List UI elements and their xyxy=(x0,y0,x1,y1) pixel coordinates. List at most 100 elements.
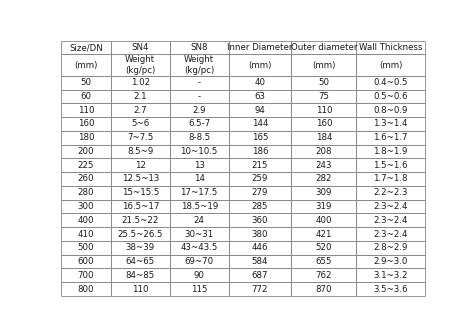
Text: 186: 186 xyxy=(252,147,268,156)
Text: 1.6~1.7: 1.6~1.7 xyxy=(374,133,408,142)
Text: 16.5~17: 16.5~17 xyxy=(121,202,159,211)
Text: 2.3~2.4: 2.3~2.4 xyxy=(374,202,408,211)
Text: 60: 60 xyxy=(81,92,91,101)
Text: 260: 260 xyxy=(78,174,94,183)
Text: 0.4~0.5: 0.4~0.5 xyxy=(374,78,408,87)
Text: 14: 14 xyxy=(194,174,205,183)
Text: 15~15.5: 15~15.5 xyxy=(121,188,159,197)
Text: 584: 584 xyxy=(252,257,268,266)
Text: Outer diameter: Outer diameter xyxy=(291,43,357,52)
Text: (mm): (mm) xyxy=(248,60,272,69)
Text: 208: 208 xyxy=(316,147,332,156)
Text: 655: 655 xyxy=(316,257,332,266)
Text: -: - xyxy=(198,92,201,101)
Text: 115: 115 xyxy=(191,285,208,294)
Text: 500: 500 xyxy=(78,243,94,252)
Text: 2.8~2.9: 2.8~2.9 xyxy=(374,243,408,252)
Text: 50: 50 xyxy=(81,78,91,87)
Text: 2.3~2.4: 2.3~2.4 xyxy=(374,216,408,225)
Text: SN4: SN4 xyxy=(131,43,149,52)
Text: 38~39: 38~39 xyxy=(126,243,155,252)
Text: 360: 360 xyxy=(252,216,268,225)
Text: (mm): (mm) xyxy=(379,60,402,69)
Text: 64~65: 64~65 xyxy=(126,257,155,266)
Text: 1.3~1.4: 1.3~1.4 xyxy=(374,120,408,129)
Text: 3.1~3.2: 3.1~3.2 xyxy=(374,271,408,280)
Text: 2.9: 2.9 xyxy=(192,106,206,115)
Text: 772: 772 xyxy=(252,285,268,294)
Text: 84~85: 84~85 xyxy=(126,271,155,280)
Text: 90: 90 xyxy=(194,271,205,280)
Text: 285: 285 xyxy=(252,202,268,211)
Text: 8-8.5: 8-8.5 xyxy=(188,133,210,142)
Text: 1.7~1.8: 1.7~1.8 xyxy=(374,174,408,183)
Text: SN8: SN8 xyxy=(191,43,208,52)
Text: 94: 94 xyxy=(255,106,265,115)
Text: 446: 446 xyxy=(252,243,268,252)
Text: 762: 762 xyxy=(316,271,332,280)
Text: 10~10.5: 10~10.5 xyxy=(181,147,218,156)
Text: 800: 800 xyxy=(78,285,94,294)
Text: 3.5~3.6: 3.5~3.6 xyxy=(374,285,408,294)
Text: 282: 282 xyxy=(316,174,332,183)
Text: 380: 380 xyxy=(252,229,268,238)
Text: 215: 215 xyxy=(252,161,268,170)
Text: 184: 184 xyxy=(316,133,332,142)
Text: 1.5~1.6: 1.5~1.6 xyxy=(374,161,408,170)
Text: 17~17.5: 17~17.5 xyxy=(181,188,218,197)
Text: 280: 280 xyxy=(78,188,94,197)
Text: 25.5~26.5: 25.5~26.5 xyxy=(118,229,163,238)
Text: 30~31: 30~31 xyxy=(184,229,214,238)
Text: 21.5~22: 21.5~22 xyxy=(121,216,159,225)
Text: 7~7.5: 7~7.5 xyxy=(127,133,154,142)
Text: 18.5~19: 18.5~19 xyxy=(181,202,218,211)
Text: 600: 600 xyxy=(78,257,94,266)
Text: 2.1: 2.1 xyxy=(134,92,147,101)
Text: 180: 180 xyxy=(78,133,94,142)
Text: 43~43.5: 43~43.5 xyxy=(181,243,218,252)
Text: 13: 13 xyxy=(194,161,205,170)
Text: 0.8~0.9: 0.8~0.9 xyxy=(374,106,408,115)
Text: 870: 870 xyxy=(316,285,332,294)
Text: 520: 520 xyxy=(316,243,332,252)
Text: 309: 309 xyxy=(316,188,332,197)
Text: 300: 300 xyxy=(78,202,94,211)
Text: 700: 700 xyxy=(78,271,94,280)
Text: (mm): (mm) xyxy=(74,60,98,69)
Text: 200: 200 xyxy=(78,147,94,156)
Text: 2.2~2.3: 2.2~2.3 xyxy=(374,188,408,197)
Text: 2.7: 2.7 xyxy=(134,106,147,115)
Text: 279: 279 xyxy=(252,188,268,197)
Text: 8.5~9: 8.5~9 xyxy=(127,147,154,156)
Text: 63: 63 xyxy=(255,92,265,101)
Text: 110: 110 xyxy=(132,285,148,294)
Text: 110: 110 xyxy=(316,106,332,115)
Text: 400: 400 xyxy=(78,216,94,225)
Text: Size/DN: Size/DN xyxy=(69,43,103,52)
Text: 110: 110 xyxy=(78,106,94,115)
Text: 0.5~0.6: 0.5~0.6 xyxy=(374,92,408,101)
Text: -: - xyxy=(198,78,201,87)
Text: 160: 160 xyxy=(316,120,332,129)
Text: 24: 24 xyxy=(194,216,205,225)
Text: 12.5~13: 12.5~13 xyxy=(121,174,159,183)
Text: Weight
(kg/pc): Weight (kg/pc) xyxy=(184,55,214,75)
Text: 6.5-7: 6.5-7 xyxy=(188,120,210,129)
Text: 40: 40 xyxy=(255,78,265,87)
Text: 12: 12 xyxy=(135,161,146,170)
Text: 50: 50 xyxy=(319,78,329,87)
Text: 160: 160 xyxy=(78,120,94,129)
Text: Wall Thickness: Wall Thickness xyxy=(359,43,422,52)
Text: 144: 144 xyxy=(252,120,268,129)
Text: 1.02: 1.02 xyxy=(131,78,150,87)
Text: Inner Diameter: Inner Diameter xyxy=(228,43,293,52)
Text: 69~70: 69~70 xyxy=(184,257,214,266)
Text: 259: 259 xyxy=(252,174,268,183)
Text: 75: 75 xyxy=(319,92,329,101)
Text: 319: 319 xyxy=(316,202,332,211)
Text: 5~6: 5~6 xyxy=(131,120,149,129)
Text: Weight
(kg/pc): Weight (kg/pc) xyxy=(125,55,155,75)
Text: 400: 400 xyxy=(316,216,332,225)
Text: 165: 165 xyxy=(252,133,268,142)
Text: 687: 687 xyxy=(252,271,268,280)
